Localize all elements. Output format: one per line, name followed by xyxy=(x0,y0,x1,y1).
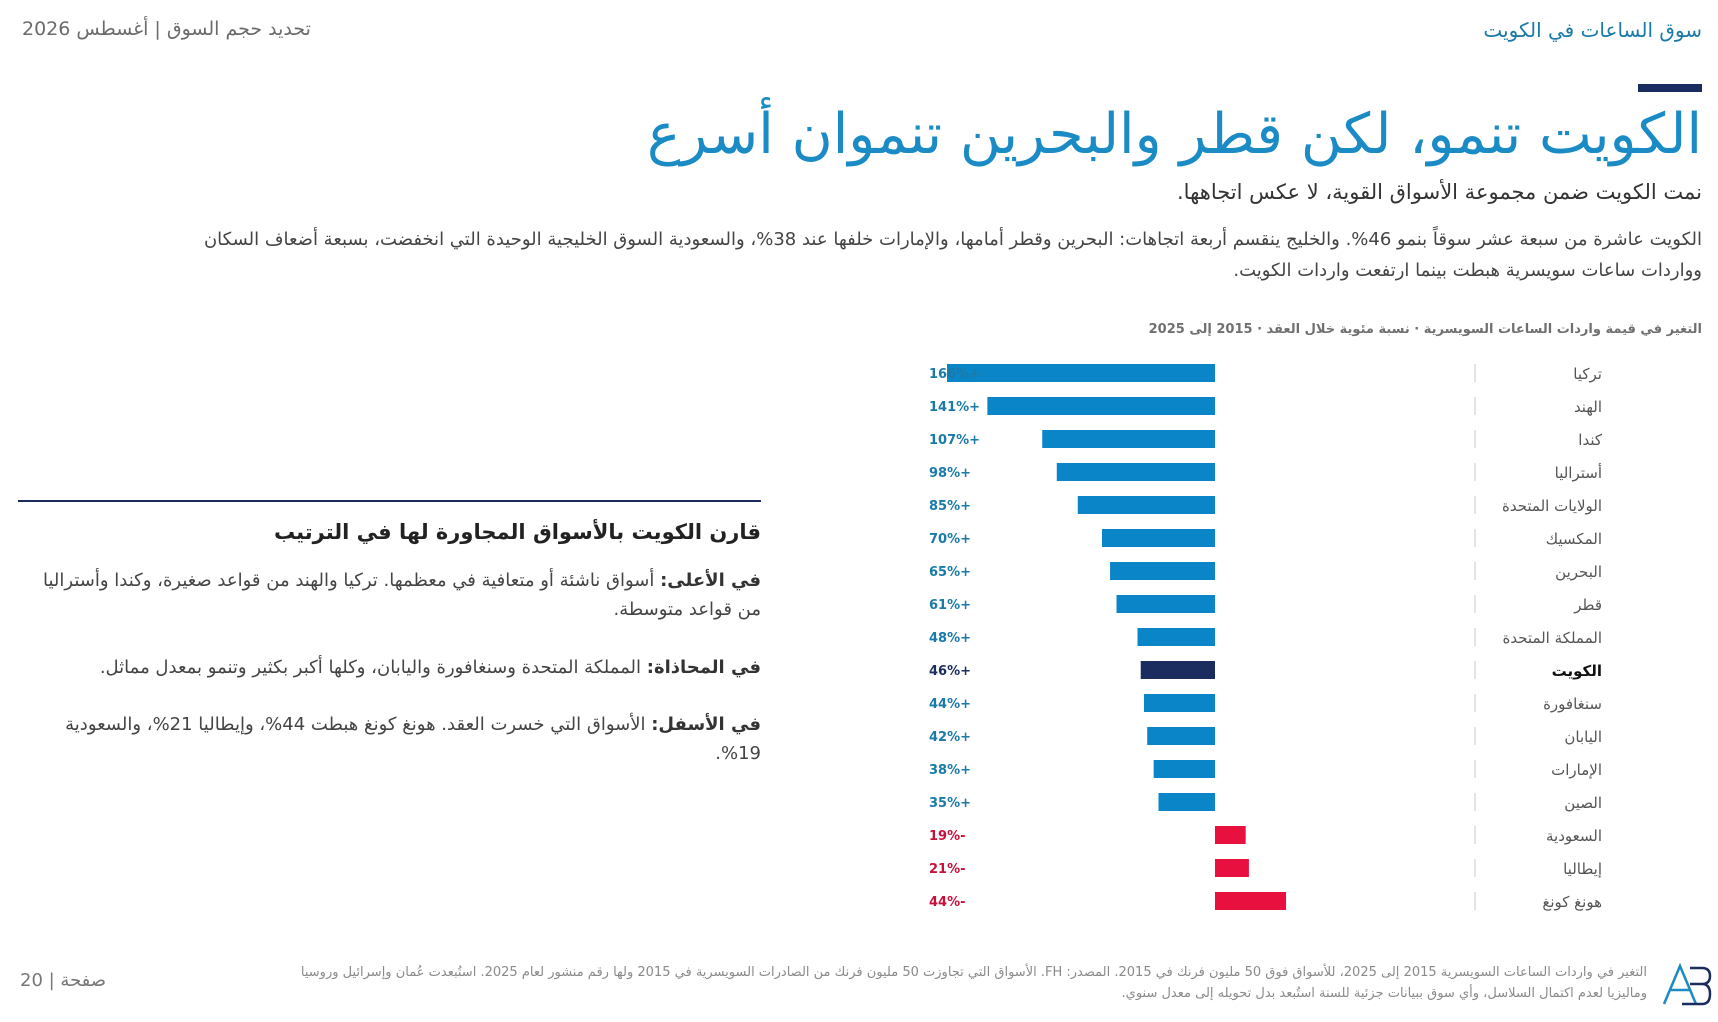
value-label: +141% xyxy=(929,400,980,415)
bar xyxy=(1042,430,1215,448)
value-label: +42% xyxy=(929,730,971,745)
bar xyxy=(1140,661,1215,679)
bar xyxy=(947,364,1215,382)
comparison-item-text: المملكة المتحدة وسنغافورة واليابان، وكله… xyxy=(99,657,647,678)
value-label: +44% xyxy=(929,697,971,712)
bar xyxy=(1153,760,1215,778)
bar xyxy=(1147,727,1215,745)
category-label: اليابان xyxy=(1564,728,1602,746)
value-label: +166% xyxy=(929,367,980,382)
category-label: الصين xyxy=(1564,794,1602,812)
value-label: +61% xyxy=(929,598,971,613)
chart-title: التغير في قيمة واردات الساعات السويسرية … xyxy=(1148,322,1702,337)
value-label: +65% xyxy=(929,565,971,580)
report-section-title: سوق الساعات في الكويت xyxy=(1483,18,1702,42)
category-label: البحرين xyxy=(1555,563,1602,581)
value-label: +46% xyxy=(929,664,971,679)
comparison-item-label: في الأسفل: xyxy=(651,714,761,735)
value-label: +35% xyxy=(929,796,971,811)
value-label: +70% xyxy=(929,532,971,547)
comparison-item-label: في المحاذاة: xyxy=(646,657,761,678)
report-date: تحديد حجم السوق | أغسطس 2026 xyxy=(22,18,311,40)
value-label: -44% xyxy=(929,895,966,910)
bar xyxy=(1215,859,1249,877)
title-accent-bar xyxy=(1638,84,1702,92)
category-label: تركيا xyxy=(1573,365,1602,383)
value-label: +48% xyxy=(929,631,971,646)
category-label: قطر xyxy=(1573,596,1602,614)
category-label: هونغ كونغ xyxy=(1542,893,1602,911)
value-label: -21% xyxy=(929,862,966,877)
category-label: الولايات المتحدة xyxy=(1502,497,1602,515)
category-label: إيطاليا xyxy=(1563,860,1602,878)
bar xyxy=(1101,529,1215,547)
intro-paragraph: الكويت عاشرة من سبعة عشر سوقاً بنمو 46%.… xyxy=(203,229,1702,281)
category-label: الإمارات xyxy=(1551,761,1602,779)
category-label: سنغافورة xyxy=(1543,695,1602,713)
comparison-item-below: في الأسفل: الأسواق التي خسرت العقد. هونغ… xyxy=(18,710,761,768)
bar xyxy=(987,397,1215,415)
category-label: المملكة المتحدة xyxy=(1503,629,1603,647)
bar xyxy=(1056,463,1215,481)
bar xyxy=(1116,595,1215,613)
comparison-heading: قارن الكويت بالأسواق المجاورة لها في الت… xyxy=(273,520,761,544)
comparison-divider xyxy=(18,500,761,502)
page-title: الكويت تنمو، لكن قطر والبحرين تنموان أسر… xyxy=(646,102,1703,167)
category-label: السعودية xyxy=(1546,827,1602,845)
value-label: +38% xyxy=(929,763,971,778)
growth-bar-chart: +166% تركيا +141% الهند +107% كندا +98% أسترالي… xyxy=(929,364,1603,911)
ab-logo-icon xyxy=(1662,962,1712,1006)
bar xyxy=(1143,694,1215,712)
comparison-item-text: أسواق ناشئة أو متعافية في معظمها. تركيا … xyxy=(43,570,761,620)
comparison-item-above: في الأعلى: أسواق ناشئة أو متعافية في معظ… xyxy=(18,566,761,624)
category-label: الهند xyxy=(1574,398,1602,416)
value-label: +85% xyxy=(929,499,971,514)
bar xyxy=(1110,562,1215,580)
bar xyxy=(1215,892,1287,910)
bar xyxy=(1158,793,1215,811)
value-label: -19% xyxy=(929,829,966,844)
comparison-item-aligned: في المحاذاة: المملكة المتحدة وسنغافورة و… xyxy=(18,653,761,682)
bar xyxy=(1215,826,1246,844)
category-label: أستراليا xyxy=(1555,463,1602,482)
value-label: +107% xyxy=(929,433,980,448)
category-label: المكسيك xyxy=(1546,530,1602,548)
category-label: الكويت xyxy=(1552,662,1602,680)
page-subtitle: نمت الكويت ضمن مجموعة الأسواق القوية، لا… xyxy=(1177,180,1702,204)
value-label: +98% xyxy=(929,466,971,481)
comparison-item-text: الأسواق التي خسرت العقد. هونغ كونغ هبطت … xyxy=(65,714,761,764)
bar xyxy=(1077,496,1215,514)
comparison-item-label: في الأعلى: xyxy=(660,570,761,591)
footnote: التغير في واردات الساعات السويسرية 2015 … xyxy=(300,965,1647,1001)
bar xyxy=(1137,628,1215,646)
page-number: صفحة | 20 xyxy=(20,970,107,991)
category-label: كندا xyxy=(1578,431,1603,449)
